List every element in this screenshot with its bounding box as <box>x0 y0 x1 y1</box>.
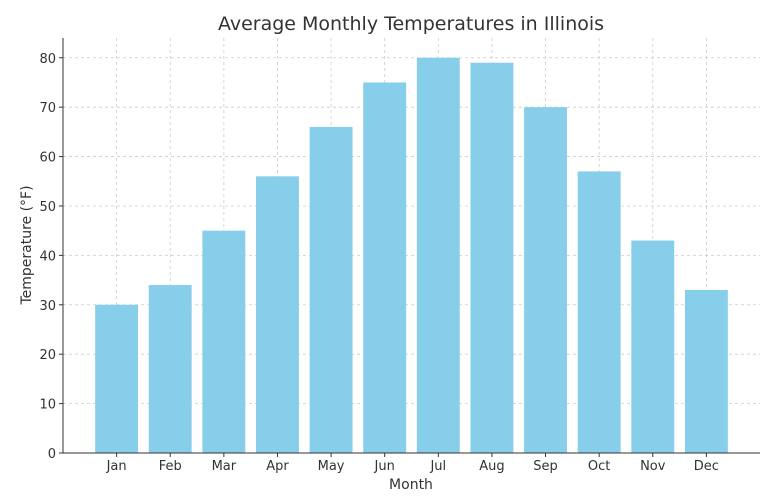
x-tick-label: Jun <box>374 459 395 474</box>
ticks: 0 10 20 30 40 50 60 70 80 Jan Feb Mar Apr May Jun Jul Au… <box>39 52 719 474</box>
x-tick-label: May <box>318 459 345 474</box>
x-tick-label: Dec <box>694 459 719 474</box>
x-tick-label: Mar <box>212 459 237 474</box>
x-tick-label: Aug <box>479 459 504 474</box>
y-tick-label: 70 <box>39 101 56 116</box>
bar-jun <box>363 82 407 453</box>
y-axis-label: Temperature (°F) <box>19 185 35 305</box>
x-tick-label: Feb <box>159 459 182 474</box>
y-tick-label: 30 <box>39 299 56 314</box>
x-tick-label: Oct <box>588 459 610 474</box>
bar-jan <box>95 304 139 453</box>
x-tick-label: Sep <box>533 459 558 474</box>
x-axis-label: Month <box>389 477 433 493</box>
chart-title: Average Monthly Temperatures in Illinois <box>218 13 604 35</box>
bar-sep <box>524 107 567 454</box>
x-tick-label: Apr <box>266 459 289 474</box>
x-tick-label: Jul <box>429 459 446 474</box>
y-tick-label: 0 <box>48 447 56 462</box>
bar-nov <box>631 240 675 453</box>
bar-mar <box>202 230 246 453</box>
bar-jul <box>416 57 460 454</box>
bar-dec <box>684 289 728 453</box>
bars <box>95 57 728 454</box>
x-tick-label: Jan <box>106 459 127 474</box>
y-tick-label: 40 <box>39 249 56 264</box>
bar-apr <box>256 176 299 454</box>
bar-may <box>309 126 353 453</box>
y-tick-label: 80 <box>39 52 56 67</box>
bar-feb <box>148 285 192 453</box>
y-tick-label: 20 <box>39 348 56 363</box>
bar-aug <box>470 62 514 453</box>
y-tick-label: 10 <box>39 398 56 413</box>
x-tick-label: Nov <box>640 459 666 474</box>
y-tick-label: 60 <box>39 151 56 166</box>
y-tick-label: 50 <box>39 200 56 215</box>
bar-oct <box>577 171 621 453</box>
